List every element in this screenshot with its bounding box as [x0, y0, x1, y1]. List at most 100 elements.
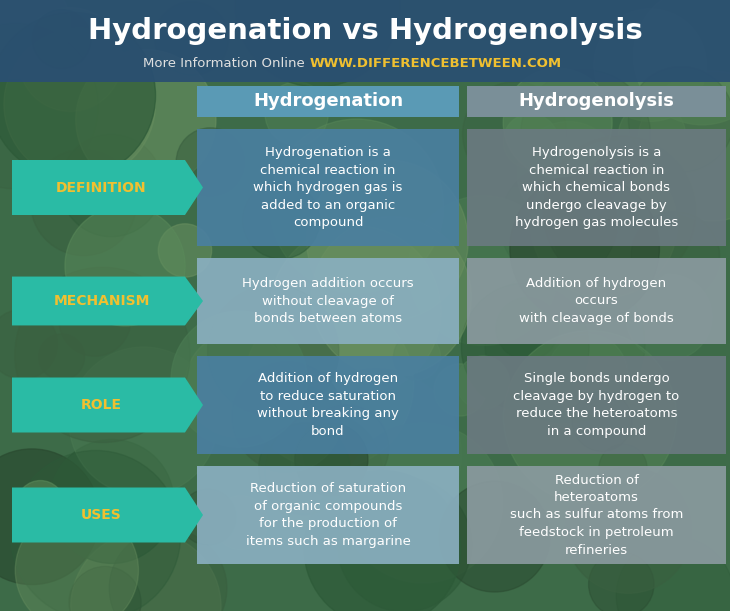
Circle shape	[520, 70, 650, 200]
Circle shape	[207, 285, 339, 417]
Circle shape	[618, 102, 685, 169]
Circle shape	[60, 134, 162, 237]
Circle shape	[343, 423, 503, 583]
Circle shape	[548, 334, 628, 414]
Circle shape	[155, 2, 228, 76]
Circle shape	[456, 356, 510, 409]
Circle shape	[269, 225, 441, 397]
Bar	[467, 86, 726, 117]
Text: Reduction of saturation
of organic compounds
for the production of
items such as: Reduction of saturation of organic compo…	[245, 482, 410, 547]
Circle shape	[171, 311, 307, 447]
Circle shape	[311, 217, 472, 377]
Circle shape	[496, 298, 558, 360]
Bar	[467, 258, 726, 344]
Text: More Information Online: More Information Online	[143, 57, 305, 70]
Circle shape	[0, 23, 99, 189]
Text: Addition of hydrogen
to reduce saturation
without breaking any
bond: Addition of hydrogen to reduce saturatio…	[257, 372, 399, 437]
Circle shape	[0, 0, 70, 79]
Circle shape	[110, 529, 227, 611]
Circle shape	[158, 224, 212, 277]
Text: Hydrogenation vs Hydrogenolysis: Hydrogenation vs Hydrogenolysis	[88, 17, 642, 45]
Circle shape	[503, 68, 612, 177]
Circle shape	[439, 481, 550, 592]
Bar	[197, 86, 459, 117]
Text: ROLE: ROLE	[81, 398, 122, 412]
Circle shape	[235, 0, 400, 87]
Circle shape	[517, 122, 620, 224]
Circle shape	[39, 334, 85, 380]
Circle shape	[17, 481, 64, 528]
Circle shape	[463, 82, 567, 186]
Circle shape	[408, 196, 558, 346]
Circle shape	[242, 181, 320, 259]
Circle shape	[295, 423, 368, 496]
Circle shape	[50, 439, 174, 563]
Circle shape	[626, 274, 712, 360]
Circle shape	[59, 285, 131, 356]
Text: MECHANISM: MECHANISM	[53, 294, 150, 308]
Circle shape	[185, 332, 291, 437]
Circle shape	[543, 136, 696, 288]
Text: WWW.DIFFERENCEBETWEEN.COM: WWW.DIFFERENCEBETWEEN.COM	[310, 57, 562, 70]
Circle shape	[588, 552, 654, 611]
Text: Single bonds undergo
cleavage by hydrogen to
reduce the heteroatoms
in a compoun: Single bonds undergo cleavage by hydroge…	[513, 372, 680, 437]
Circle shape	[461, 283, 589, 411]
Circle shape	[232, 361, 342, 472]
Bar	[197, 356, 459, 454]
Circle shape	[510, 174, 659, 323]
Polygon shape	[12, 160, 203, 215]
Circle shape	[176, 128, 245, 196]
Bar	[467, 356, 726, 454]
Circle shape	[4, 29, 155, 180]
Circle shape	[69, 566, 141, 611]
Circle shape	[15, 267, 190, 442]
Polygon shape	[12, 277, 203, 326]
Circle shape	[180, 489, 236, 545]
Text: USES: USES	[81, 508, 122, 522]
Circle shape	[337, 478, 472, 611]
Circle shape	[503, 331, 677, 504]
Circle shape	[572, 391, 632, 452]
Circle shape	[485, 263, 645, 423]
Text: Reduction of
heteroatoms
such as sulfur atoms from
feedstock in petroleum
refine: Reduction of heteroatoms such as sulfur …	[510, 474, 683, 557]
Text: Hydrogenation: Hydrogenation	[253, 92, 403, 111]
Text: DEFINITION: DEFINITION	[56, 180, 147, 194]
Circle shape	[291, 369, 461, 540]
Circle shape	[434, 364, 486, 416]
Circle shape	[307, 160, 468, 321]
Circle shape	[304, 470, 461, 611]
Circle shape	[565, 467, 691, 593]
Circle shape	[0, 449, 100, 585]
Bar	[467, 466, 726, 564]
Circle shape	[71, 532, 221, 611]
Circle shape	[32, 10, 91, 69]
Circle shape	[633, 0, 730, 125]
Polygon shape	[12, 378, 203, 433]
Circle shape	[76, 49, 216, 190]
Text: Hydrogen addition occurs
without cleavage of
bonds between atoms: Hydrogen addition occurs without cleavag…	[242, 277, 414, 325]
Circle shape	[616, 537, 730, 611]
Circle shape	[15, 509, 139, 611]
Circle shape	[599, 444, 647, 492]
Bar	[197, 258, 459, 344]
Bar	[197, 466, 459, 564]
Circle shape	[65, 206, 185, 326]
Circle shape	[244, 299, 414, 469]
Text: Hydrogenolysis is a
chemical reaction in
which chemical bonds
undergo cleavage b: Hydrogenolysis is a chemical reaction in…	[515, 146, 678, 229]
Circle shape	[214, 496, 268, 550]
Bar	[467, 129, 726, 246]
Circle shape	[629, 67, 730, 172]
Text: Hydrogenolysis: Hydrogenolysis	[518, 92, 675, 111]
Circle shape	[531, 152, 677, 298]
Circle shape	[631, 211, 720, 300]
Circle shape	[11, 450, 180, 611]
Circle shape	[594, 9, 707, 122]
Circle shape	[566, 141, 650, 225]
Circle shape	[302, 404, 389, 491]
Circle shape	[0, 309, 58, 379]
Circle shape	[69, 347, 218, 496]
Circle shape	[265, 82, 328, 145]
Circle shape	[18, 7, 122, 111]
Circle shape	[31, 150, 137, 255]
Bar	[0, 0, 730, 82]
